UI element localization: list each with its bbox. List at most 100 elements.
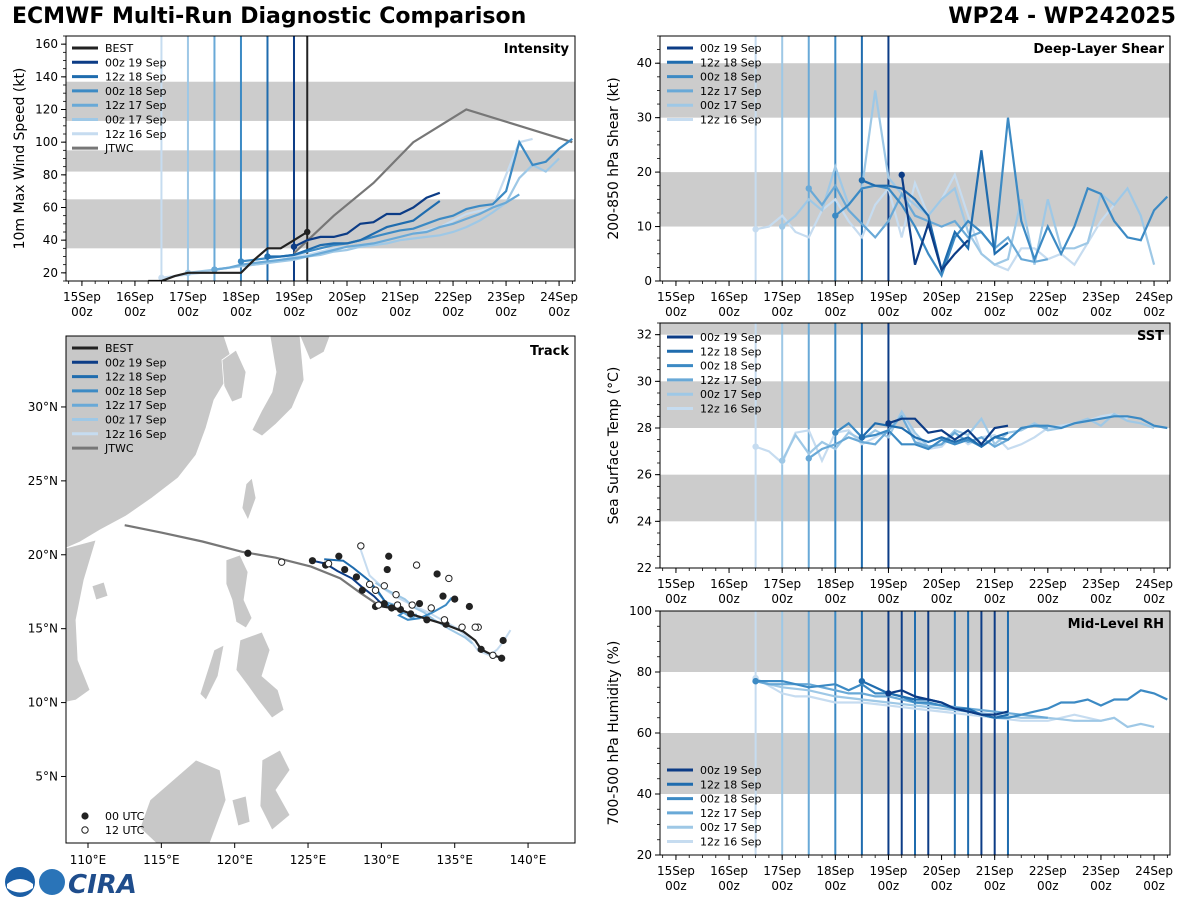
track-xtick-label: 140°E bbox=[510, 853, 547, 867]
track-point-12utc bbox=[408, 601, 416, 609]
track-legend-label: 00z 17 Sep bbox=[105, 414, 167, 427]
track-point-00utc bbox=[465, 602, 473, 611]
sst-xtick-sublabel: 00z bbox=[718, 592, 740, 606]
track-point-00utc bbox=[439, 592, 447, 600]
rh-xtick-label: 17Sep bbox=[763, 864, 801, 878]
rh-series-4 bbox=[755, 680, 1155, 729]
track-point-12utc bbox=[440, 616, 449, 624]
sst-xtick-label: 19Sep bbox=[869, 577, 907, 591]
intensity-series-start-marker bbox=[211, 266, 218, 273]
rh-series-start-marker bbox=[885, 690, 892, 697]
rh-legend-label: 00z 18 Sep bbox=[700, 793, 762, 806]
shear-ytick-label: 40 bbox=[637, 56, 652, 70]
track-point-12utc bbox=[471, 623, 479, 631]
intensity-panel: 2040608010012014016015Sep00z16Sep00z17Se… bbox=[12, 35, 578, 319]
sst-xtick-sublabel: 00z bbox=[1143, 592, 1165, 606]
sst-title: SST bbox=[1137, 329, 1164, 344]
shear-series-start-marker bbox=[778, 223, 786, 230]
intensity-ytick-label: 60 bbox=[43, 201, 58, 215]
sst-xtick-sublabel: 00z bbox=[931, 592, 953, 606]
track-land-shape bbox=[225, 554, 253, 629]
sst-xtick-sublabel: 00z bbox=[1090, 592, 1112, 606]
track-frame bbox=[65, 335, 576, 844]
sst-xtick-sublabel: 00z bbox=[878, 592, 900, 606]
track-land-shape bbox=[221, 349, 247, 403]
track-land-shape bbox=[199, 644, 225, 701]
shear-band bbox=[660, 63, 1170, 118]
track-point-12utc bbox=[412, 561, 421, 569]
track-series-2 bbox=[397, 596, 453, 621]
sst-band bbox=[660, 474, 1170, 522]
intensity-ytick-label: 140 bbox=[35, 70, 58, 84]
sst-xtick-label: 16Sep bbox=[710, 577, 748, 591]
rh-ytick-label: 40 bbox=[637, 787, 652, 801]
track-point-12utc bbox=[371, 586, 380, 594]
track-title: Track bbox=[530, 344, 569, 359]
track-point-00utc bbox=[388, 604, 396, 612]
intensity-xtick-label: 24Sep bbox=[540, 290, 578, 304]
track-point-00utc bbox=[380, 599, 388, 608]
rh-xtick-sublabel: 00z bbox=[878, 879, 900, 893]
sst-band bbox=[660, 323, 1170, 335]
track-land-shape bbox=[251, 336, 305, 437]
intensity-legend-label: 00z 19 Sep bbox=[105, 56, 167, 69]
shear-ytick-label: 10 bbox=[637, 220, 652, 234]
intensity-xtick-label: 18Sep bbox=[222, 290, 260, 304]
rh-legend-label: 12z 16 Sep bbox=[700, 836, 762, 849]
track-point-12utc bbox=[392, 590, 400, 599]
rh-xtick-label: 22Sep bbox=[1029, 864, 1067, 878]
track-point-12utc bbox=[445, 574, 453, 583]
sst-series-0 bbox=[888, 417, 1009, 446]
sst-series-start-marker bbox=[805, 455, 812, 462]
track-marker-legend-label: 12 UTC bbox=[105, 824, 145, 837]
intensity-plot-area bbox=[66, 36, 575, 281]
track-ytick-label: 20°N bbox=[28, 548, 58, 562]
rh-xtick-sublabel: 00z bbox=[1090, 879, 1112, 893]
track-point-12utc bbox=[427, 604, 435, 612]
sst-xtick-sublabel: 00z bbox=[1037, 592, 1059, 606]
shear-xtick-sublabel: 00z bbox=[825, 305, 847, 319]
intensity-ytick-label: 120 bbox=[35, 103, 58, 117]
intensity-series-1 bbox=[267, 200, 441, 258]
rh-title: Mid-Level RH bbox=[1068, 617, 1164, 632]
track-point-12utc bbox=[380, 582, 389, 590]
intensity-ytick-label: 20 bbox=[43, 266, 58, 280]
sst-ytick-label: 24 bbox=[637, 514, 652, 528]
sst-xtick-label: 15Sep bbox=[657, 577, 695, 591]
noaa-wave-icon bbox=[7, 879, 33, 893]
track-point-00utc bbox=[477, 645, 485, 653]
rh-xtick-sublabel: 00z bbox=[665, 879, 687, 893]
sst-legend-label: 00z 17 Sep bbox=[700, 388, 762, 401]
track-point-12utc bbox=[458, 623, 466, 631]
track-point-12utc bbox=[324, 559, 333, 568]
shear-series-1 bbox=[861, 150, 1009, 274]
track-xtick-label: 130°E bbox=[363, 853, 400, 867]
rh-xtick-label: 15Sep bbox=[657, 864, 695, 878]
shear-panel: 01020304015Sep00z16Sep00z17Sep00z18Sep00… bbox=[606, 35, 1173, 319]
rh-series-1 bbox=[861, 680, 1009, 719]
shear-legend-label: 00z 17 Sep bbox=[700, 99, 762, 112]
track-point-00utc bbox=[423, 616, 431, 624]
shear-series-2 bbox=[834, 117, 1169, 279]
intensity-xtick-sublabel: 00z bbox=[389, 305, 411, 319]
intensity-xtick-label: 20Sep bbox=[328, 290, 366, 304]
intensity-band bbox=[66, 150, 575, 172]
shear-title: Deep-Layer Shear bbox=[1033, 42, 1164, 57]
shear-series-start-marker bbox=[898, 171, 905, 179]
track-land-shape bbox=[66, 539, 97, 703]
rh-xtick-label: 23Sep bbox=[1082, 864, 1120, 878]
intensity-xtick-sublabel: 00z bbox=[336, 305, 358, 319]
rh-legend-label: 00z 17 Sep bbox=[700, 821, 762, 834]
shear-xtick-label: 23Sep bbox=[1082, 290, 1120, 304]
intensity-series-best bbox=[148, 231, 308, 281]
shear-xtick-label: 20Sep bbox=[923, 290, 961, 304]
intensity-ytick-label: 40 bbox=[43, 233, 58, 247]
shear-ylabel: 200-850 hPa Shear (kt) bbox=[606, 77, 622, 239]
track-point-00utc bbox=[341, 565, 349, 574]
track-land-shape bbox=[299, 336, 331, 361]
track-point-12utc bbox=[357, 542, 365, 550]
sst-legend-label: 00z 18 Sep bbox=[700, 360, 762, 373]
track-land-shape bbox=[259, 749, 291, 831]
intensity-legend-label: 12z 17 Sep bbox=[105, 99, 167, 112]
shear-xtick-label: 21Sep bbox=[976, 290, 1014, 304]
